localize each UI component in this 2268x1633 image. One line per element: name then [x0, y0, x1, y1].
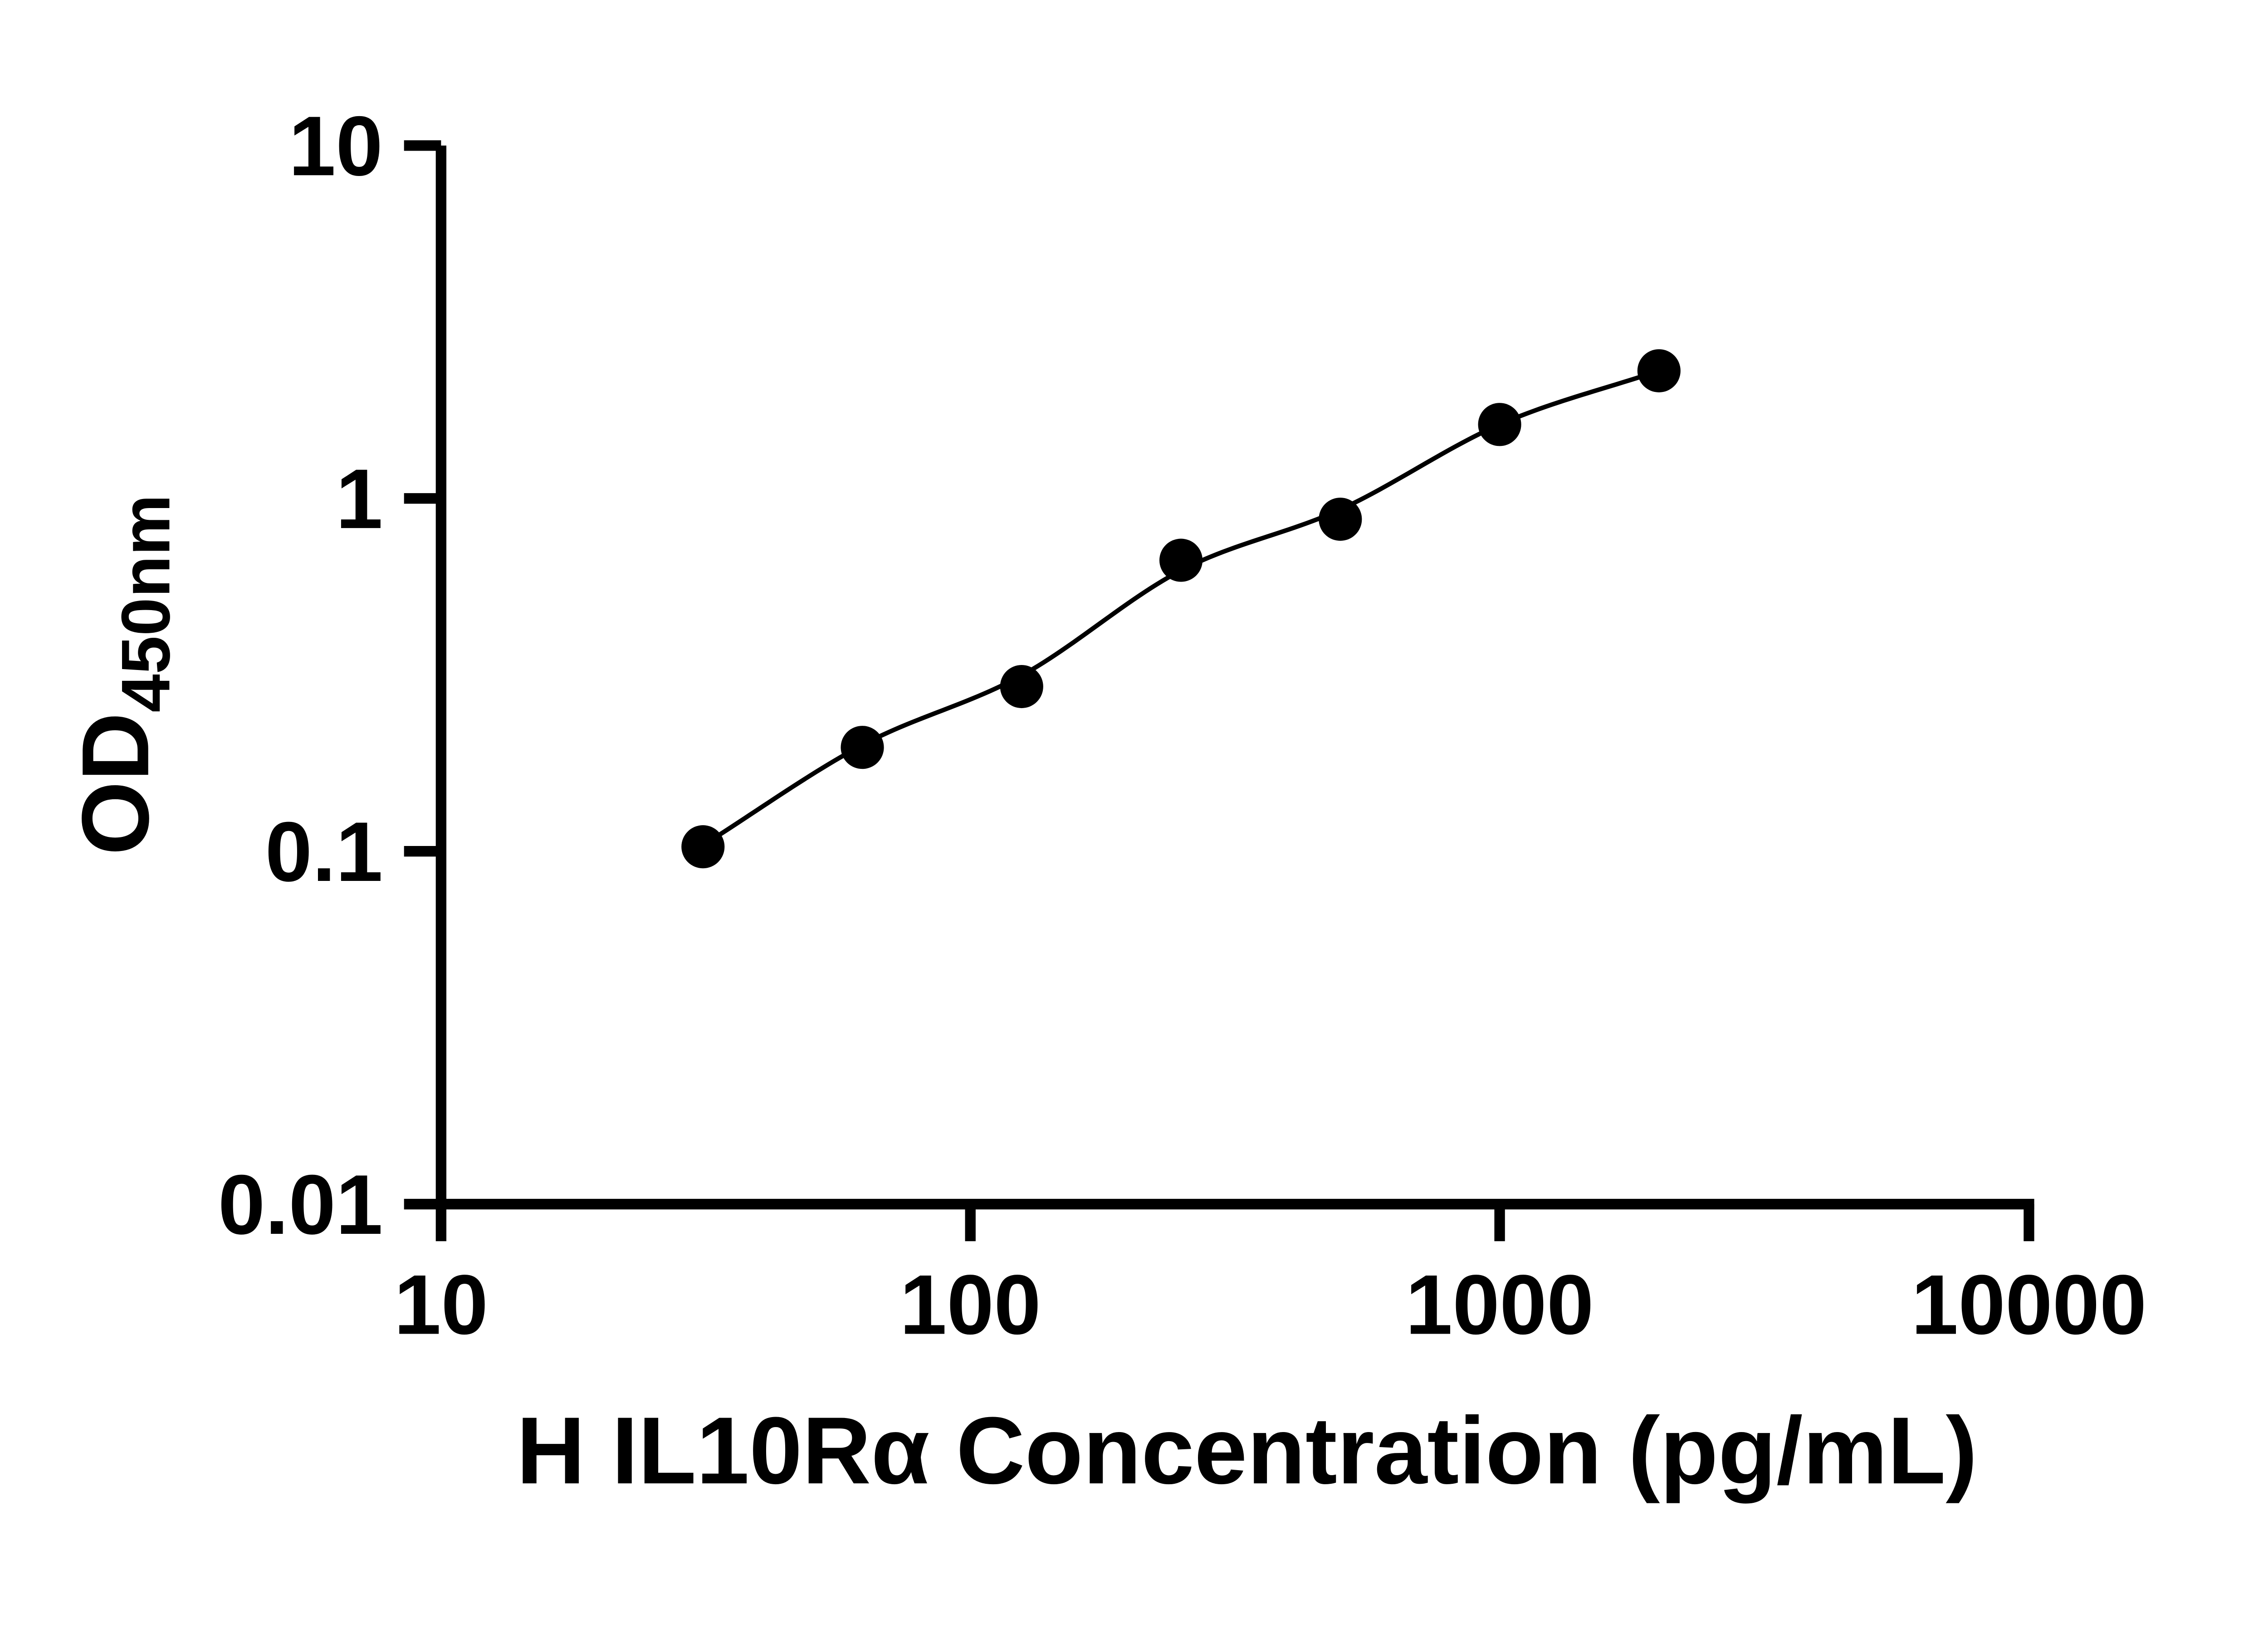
y-axis-title-subscript: 450nm [108, 494, 184, 713]
y-tick-label: 1 [336, 451, 383, 546]
data-point-marker [1637, 349, 1681, 392]
y-tick-label: 0.1 [265, 804, 383, 899]
x-axis-title: H IL10Rα Concentration (pg/mL) [516, 1397, 1977, 1504]
y-axis-title-main: OD [62, 713, 169, 856]
elisa-standard-curve-figure: 10 1 0.1 0.01 10 100 1000 10000 H IL10Rα Concent… [62, 98, 2147, 1504]
figure-canvas: 10 1 0.1 0.01 10 100 1000 10000 H IL10Rα Concent… [62, 98, 2147, 1504]
fit-curve-line [702, 368, 1660, 847]
y-axis-title: OD450nm [62, 494, 185, 856]
x-tick-label: 10 [394, 1257, 489, 1352]
y-tick-label: 10 [288, 98, 383, 193]
data-point-marker [681, 825, 725, 869]
data-point-marker [1319, 498, 1362, 541]
x-tick-label: 100 [899, 1257, 1041, 1352]
data-point-marker [1159, 538, 1203, 582]
data-point-marker [841, 726, 884, 769]
x-tick-label: 1000 [1405, 1257, 1593, 1352]
data-point-marker [1000, 665, 1043, 709]
y-tick-label: 0.01 [218, 1157, 383, 1252]
data-point-marker [1478, 403, 1521, 446]
axes-spines [435, 145, 2034, 1210]
x-tick-label: 10000 [1911, 1257, 2146, 1352]
